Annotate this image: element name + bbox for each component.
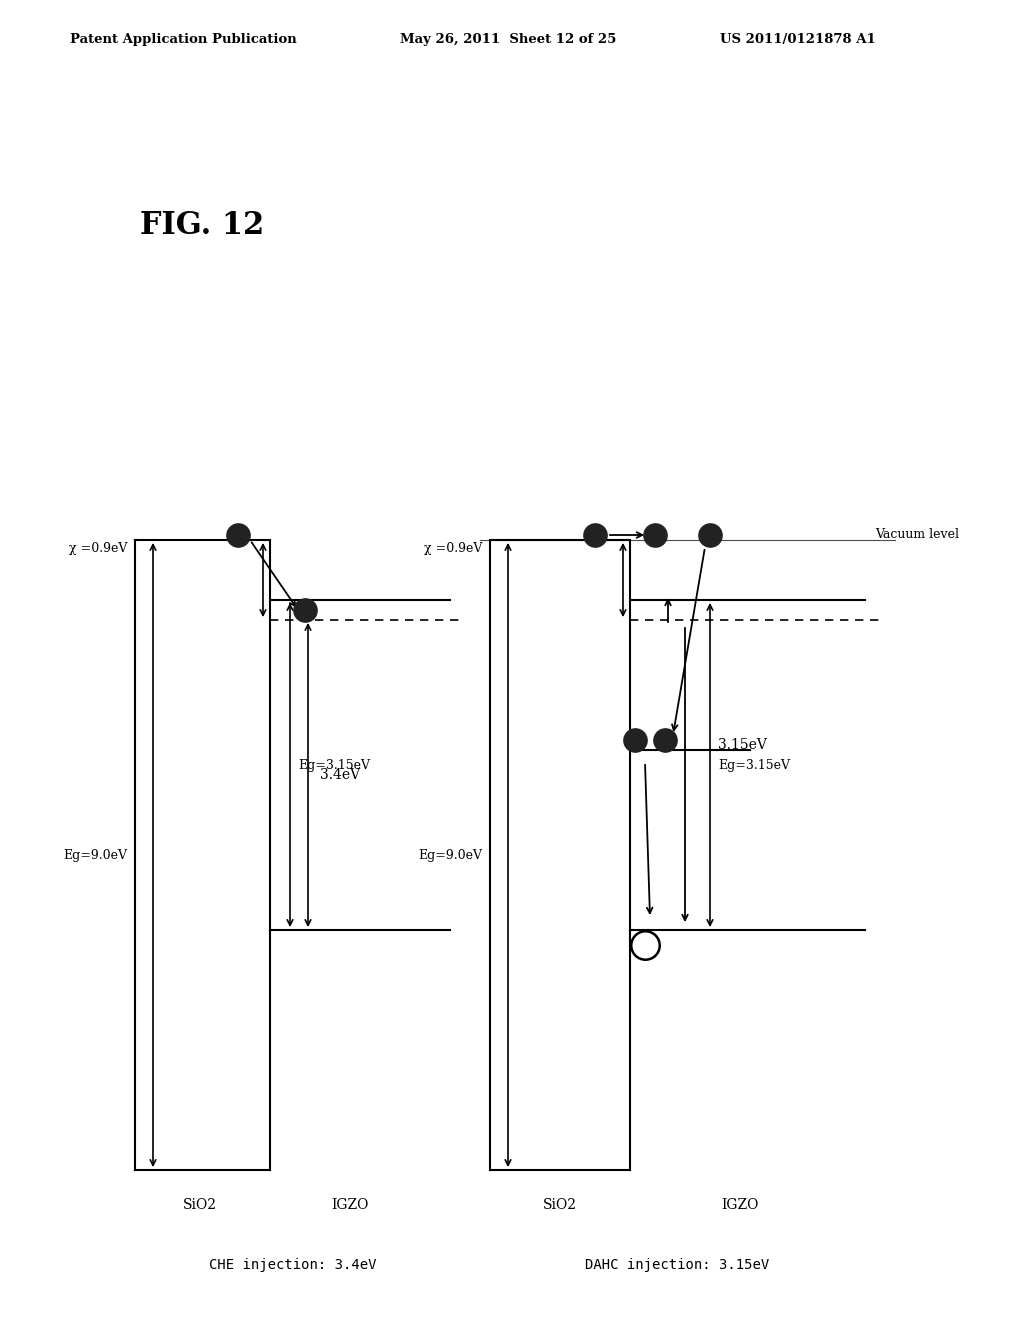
Text: DAHC injection: 3.15eV: DAHC injection: 3.15eV — [586, 1258, 770, 1272]
Text: χ =0.9eV: χ =0.9eV — [424, 543, 482, 554]
Text: US 2011/0121878 A1: US 2011/0121878 A1 — [720, 33, 876, 46]
Text: IGZO: IGZO — [332, 1199, 369, 1212]
Text: May 26, 2011  Sheet 12 of 25: May 26, 2011 Sheet 12 of 25 — [400, 33, 616, 46]
Text: 3.4eV: 3.4eV — [319, 768, 360, 781]
Text: Eg=3.15eV: Eg=3.15eV — [298, 759, 370, 771]
Text: Eg=3.15eV: Eg=3.15eV — [718, 759, 790, 771]
Point — [229, 524, 246, 545]
Text: SiO2: SiO2 — [543, 1199, 577, 1212]
Text: CHE injection: 3.4eV: CHE injection: 3.4eV — [209, 1258, 376, 1272]
Text: Eg=9.0eV: Eg=9.0eV — [418, 849, 482, 862]
Text: Vacuum level: Vacuum level — [874, 528, 959, 541]
Text: FIG. 12: FIG. 12 — [140, 210, 264, 240]
Text: 3.15eV: 3.15eV — [718, 738, 767, 752]
Text: χ =0.9eV: χ =0.9eV — [69, 543, 127, 554]
Point — [701, 524, 718, 545]
Text: Eg=9.0eV: Eg=9.0eV — [63, 849, 127, 862]
Point — [627, 730, 643, 751]
Point — [637, 935, 653, 956]
Point — [656, 730, 673, 751]
Text: SiO2: SiO2 — [183, 1199, 217, 1212]
Point — [587, 524, 603, 545]
Point — [297, 599, 313, 620]
Text: Patent Application Publication: Patent Application Publication — [70, 33, 297, 46]
Text: IGZO: IGZO — [721, 1199, 759, 1212]
Point — [647, 524, 664, 545]
